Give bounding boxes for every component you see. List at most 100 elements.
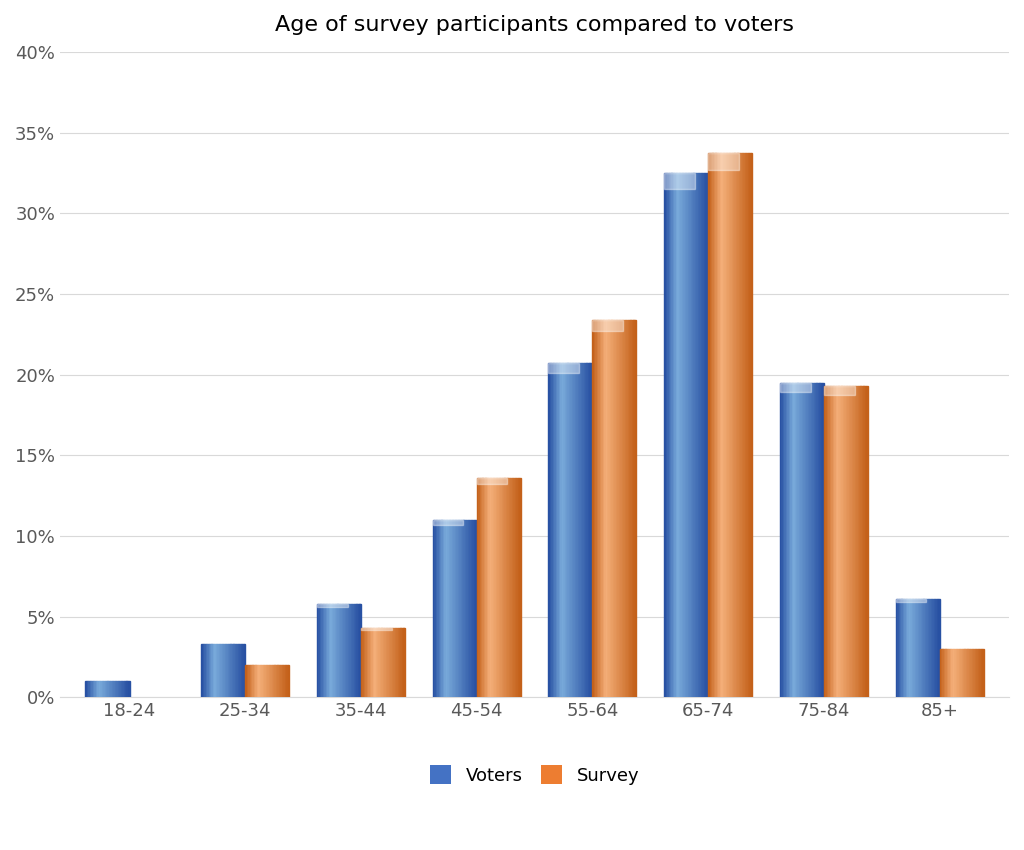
Bar (934, 599, 935, 697)
Bar (553, 363, 554, 697)
Bar (751, 154, 753, 697)
Bar (682, 173, 683, 697)
Bar (268, 665, 270, 697)
Bar (273, 665, 274, 697)
Bar (801, 382, 802, 697)
Bar (564, 363, 566, 697)
Bar (366, 628, 367, 697)
Bar (223, 644, 224, 697)
Bar (393, 628, 394, 697)
Bar (216, 644, 217, 697)
Bar (937, 599, 938, 697)
Bar (437, 520, 438, 697)
Bar (665, 173, 666, 697)
Bar (957, 649, 958, 697)
Bar (862, 386, 863, 697)
Bar (255, 665, 257, 697)
Bar (628, 320, 629, 697)
Bar (932, 599, 934, 697)
Bar (673, 173, 675, 697)
Bar (515, 478, 516, 697)
Bar (518, 478, 519, 697)
Bar (910, 599, 911, 697)
Bar (719, 154, 720, 697)
Bar (241, 644, 243, 697)
Bar (499, 478, 500, 697)
Bar (342, 604, 343, 697)
Bar (614, 320, 615, 697)
Bar (323, 604, 325, 697)
Bar (471, 520, 472, 697)
Bar (703, 173, 706, 697)
Bar (369, 628, 370, 697)
Bar (592, 320, 624, 331)
Bar (440, 520, 441, 697)
Bar (901, 599, 903, 697)
Bar (714, 154, 716, 697)
Bar (485, 478, 487, 697)
Bar (488, 478, 489, 697)
Bar (600, 320, 601, 697)
Bar (98, 681, 100, 697)
Bar (505, 478, 506, 697)
Bar (617, 320, 618, 697)
Bar (474, 520, 475, 697)
Bar (683, 173, 685, 697)
Bar (833, 386, 835, 697)
Bar (549, 363, 580, 373)
Bar (260, 665, 261, 697)
Bar (325, 604, 326, 697)
Bar (229, 644, 230, 697)
Bar (940, 649, 941, 697)
Bar (906, 599, 907, 697)
Bar (348, 604, 349, 697)
Bar (708, 154, 710, 697)
Bar (594, 320, 595, 697)
Bar (550, 363, 552, 697)
Bar (669, 173, 670, 697)
Bar (670, 173, 672, 697)
Bar (209, 644, 210, 697)
Bar (97, 681, 98, 697)
Bar (865, 386, 866, 697)
Bar (898, 599, 900, 697)
Bar (578, 363, 580, 697)
Bar (360, 628, 391, 630)
Bar (124, 681, 125, 697)
Bar (282, 665, 284, 697)
Bar (916, 599, 918, 697)
Bar (250, 665, 251, 697)
Bar (322, 604, 323, 697)
Bar (360, 628, 362, 697)
Bar (685, 173, 686, 697)
Bar (911, 599, 913, 697)
Bar (972, 649, 974, 697)
Bar (855, 386, 856, 697)
Bar (592, 320, 594, 697)
Bar (373, 628, 374, 697)
Bar (711, 154, 713, 697)
Bar (468, 520, 469, 697)
Bar (632, 320, 634, 697)
Bar (519, 478, 521, 697)
Bar (352, 604, 353, 697)
Bar (207, 644, 209, 697)
Bar (780, 382, 781, 697)
Bar (574, 363, 577, 697)
Bar (559, 363, 560, 697)
Bar (847, 386, 849, 697)
Bar (251, 665, 253, 697)
Bar (101, 681, 103, 697)
Bar (285, 665, 287, 697)
Bar (843, 386, 845, 697)
Bar (965, 649, 966, 697)
Bar (108, 681, 109, 697)
Bar (573, 363, 574, 697)
Bar (695, 173, 696, 697)
Bar (837, 386, 839, 697)
Bar (860, 386, 862, 697)
Bar (461, 520, 462, 697)
Bar (103, 681, 104, 697)
Bar (508, 478, 509, 697)
Bar (481, 478, 482, 697)
